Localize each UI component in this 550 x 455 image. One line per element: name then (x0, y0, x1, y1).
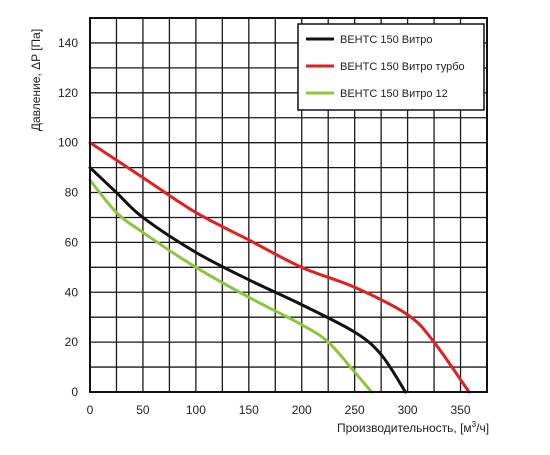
x-axis-title: Производительность, [м3/ч] (337, 420, 489, 435)
series-line-1 (88, 166, 407, 394)
tick-labels: 0 50 100 150 200 250 300 350 0 20 40 60 80 100 120 140 (58, 36, 471, 417)
plot-border (89, 17, 488, 393)
legend-label-1: ВЕНТС 150 Витро (340, 34, 433, 46)
x-tick-label: 350 (451, 403, 471, 417)
series-line-2 (88, 141, 471, 394)
x-tick-label: 150 (239, 403, 259, 417)
x-axis-title-superscript: 3 (472, 420, 477, 429)
y-tick-label: 40 (65, 285, 79, 299)
x-tick-label: 100 (186, 403, 206, 417)
series-lines (88, 141, 471, 394)
y-tick-label: 100 (58, 136, 78, 150)
y-tick-label: 140 (58, 36, 78, 50)
x-tick-label: 200 (292, 403, 312, 417)
plot-frame (89, 17, 488, 393)
legend-label-2: ВЕНТС 150 Витро турбо (340, 61, 465, 73)
x-tick-label: 0 (87, 403, 94, 417)
legend-label-3: ВЕНТС 150 Витро 12 (340, 88, 448, 100)
y-tick-label: 120 (58, 86, 78, 100)
y-tick-label: 0 (71, 385, 78, 399)
x-tick-label: 250 (345, 403, 365, 417)
x-tick-label: 300 (398, 403, 418, 417)
y-tick-label: 60 (65, 235, 79, 249)
y-tick-label: 20 (65, 335, 79, 349)
legend: ВЕНТС 150 Витро ВЕНТС 150 Витро турбо ВЕНТ… (297, 23, 485, 111)
x-tick-label: 50 (136, 403, 150, 417)
x-axis-title-end: /ч] (476, 421, 489, 435)
y-tick-label: 80 (65, 186, 79, 200)
x-axis-title-main: Производительность, [м (337, 421, 472, 435)
series-line-3 (88, 178, 374, 394)
y-axis-title: Давление, ΔP [Па] (29, 29, 43, 131)
